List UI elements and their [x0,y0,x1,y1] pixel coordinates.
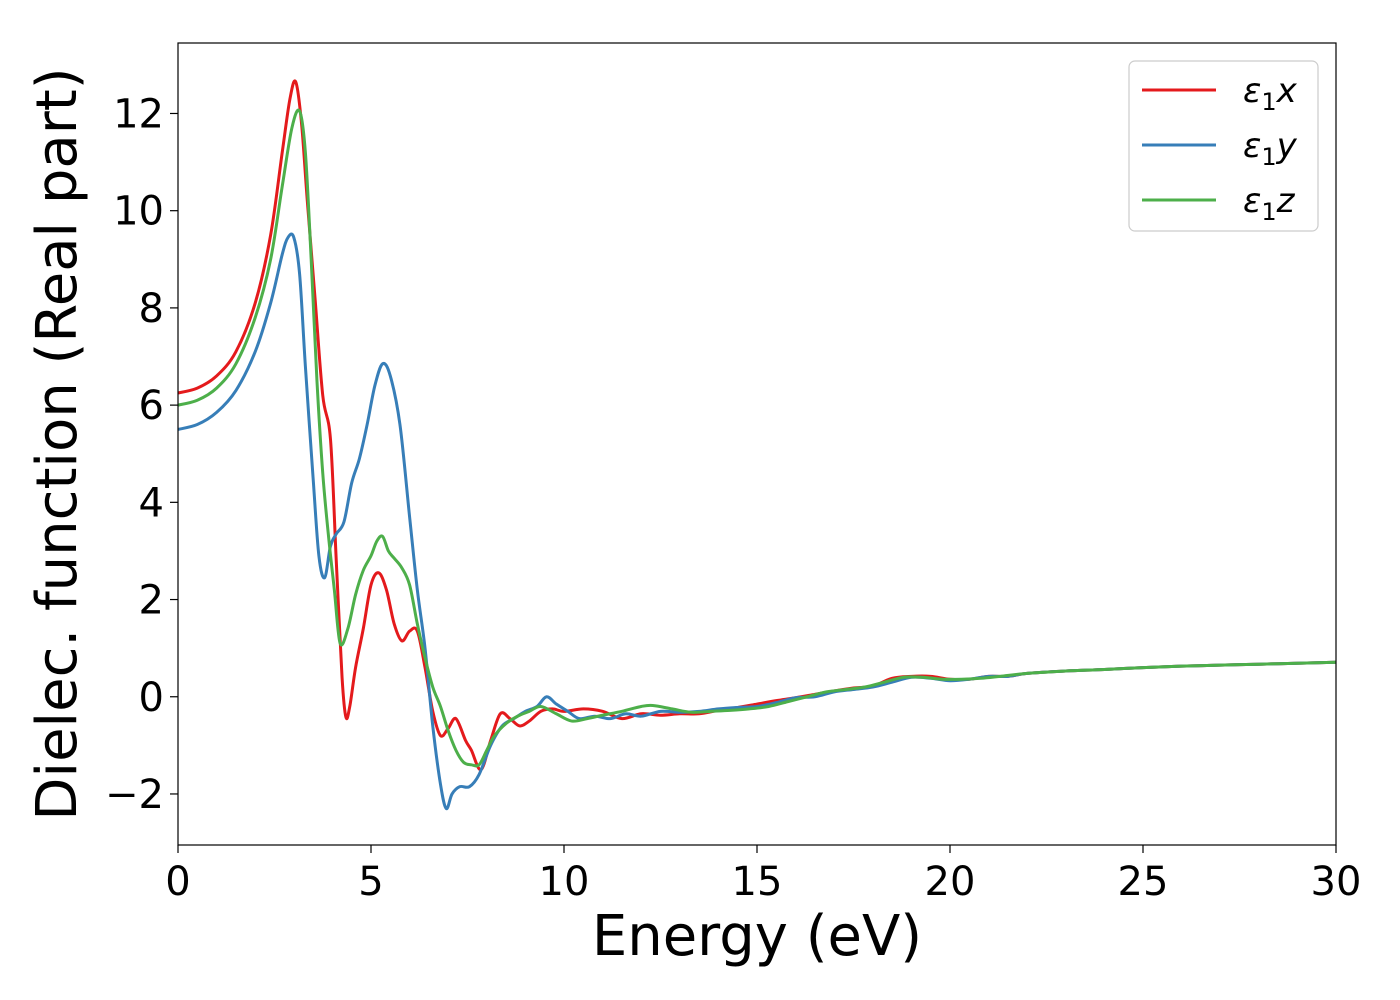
series-layer [178,79,1336,811]
x-tick-label: 20 [925,859,976,905]
y-tick-label: −2 [105,772,164,818]
series-line-x [178,79,1336,772]
series-line-z [178,108,1336,768]
x-axis: 0 5 10 15 20 25 30 [165,845,1361,905]
y-tick-label: 6 [139,383,164,429]
y-axis-title: Dielec. function (Real part) [25,67,90,820]
y-tick-label: 8 [139,286,164,332]
y-tick-label: 2 [139,578,164,624]
y-tick-label: 4 [139,480,164,526]
x-tick-label: 0 [165,859,190,905]
legend-box [1128,60,1319,232]
x-tick-label: 30 [1311,859,1362,905]
x-tick-label: 5 [358,859,383,905]
y-tick-label: 10 [113,189,164,235]
legend-label-x: ε1x [1243,71,1298,116]
legend: ε1x ε1y ε1z [1128,60,1319,232]
legend-label-z: ε1z [1243,181,1296,226]
y-tick-label: 0 [139,675,164,721]
y-axis: −2 0 2 4 6 8 10 12 [105,91,178,818]
x-tick-label: 10 [539,859,590,905]
x-axis-title: Energy (eV) [592,904,922,969]
x-tick-label: 25 [1118,859,1169,905]
legend-label-y: ε1y [1243,126,1298,171]
x-tick-label: 15 [732,859,783,905]
y-tick-label: 12 [113,91,164,137]
